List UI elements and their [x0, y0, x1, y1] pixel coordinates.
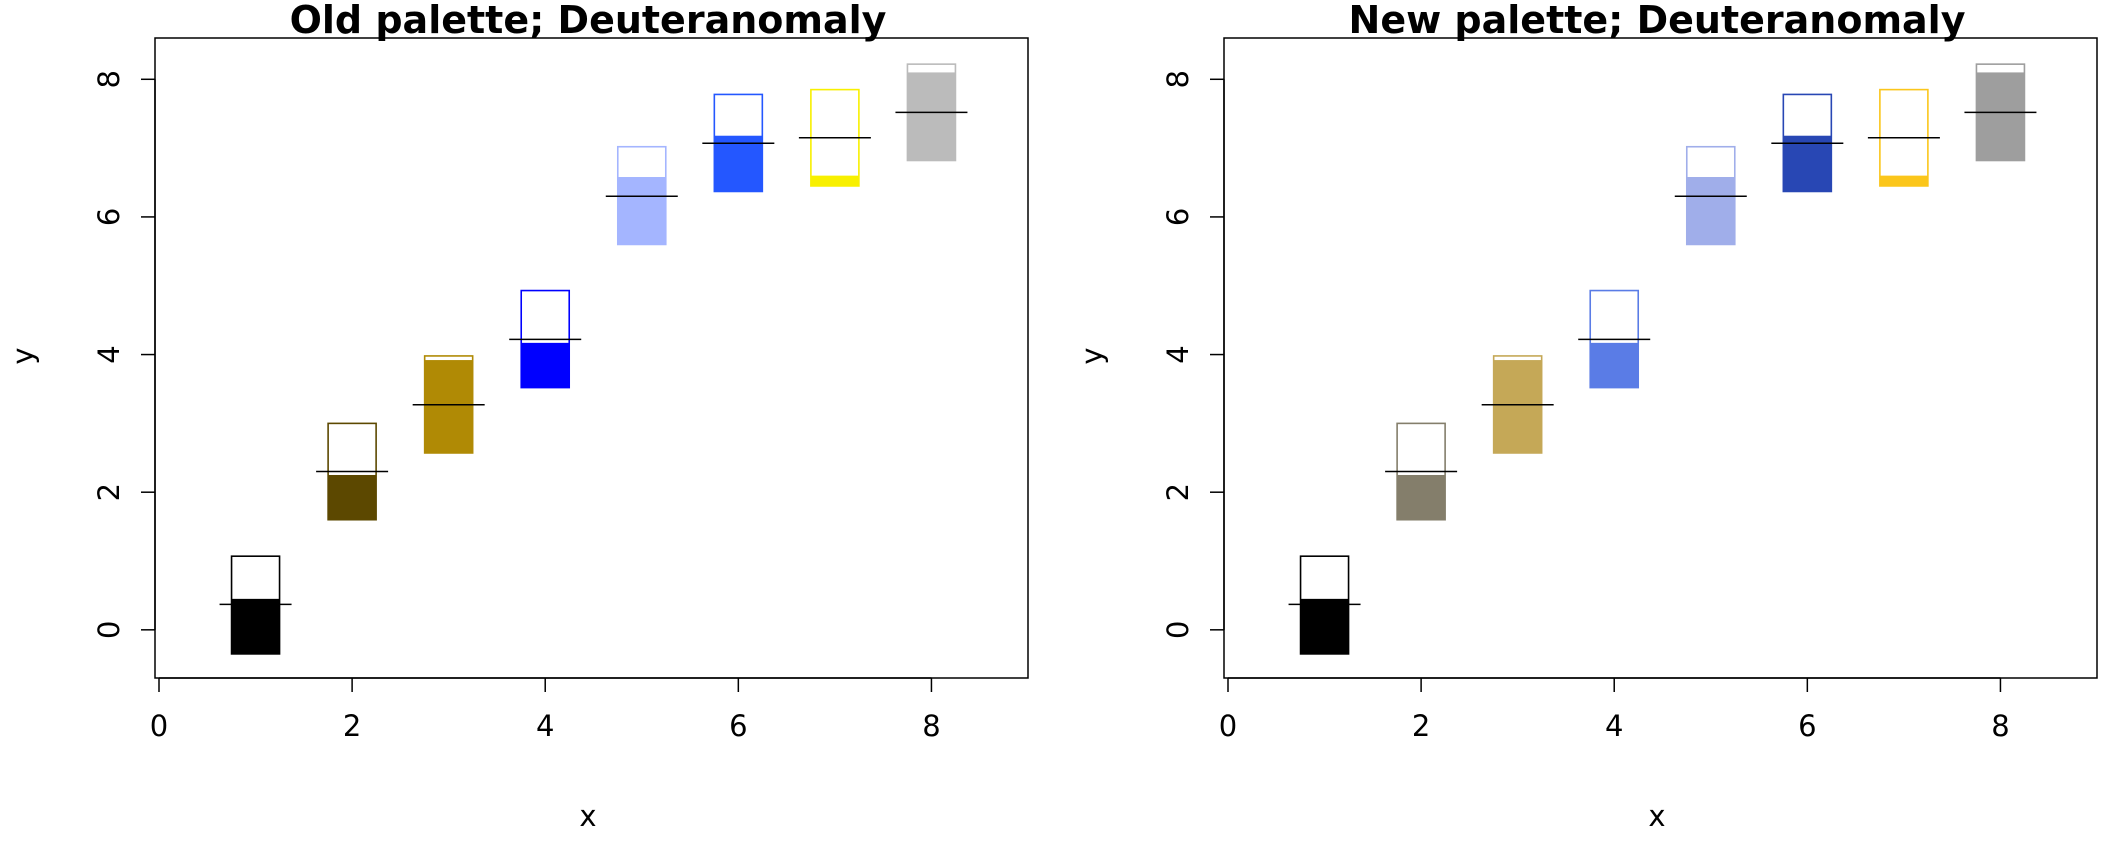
box-fill — [328, 474, 377, 520]
box-fill — [617, 177, 666, 245]
x-tick-label: 2 — [343, 709, 361, 743]
y-tick-label: 0 — [1161, 621, 1195, 639]
box-fill — [1976, 72, 2025, 161]
y-tick-label: 2 — [92, 483, 126, 501]
x-axis-label: x — [1648, 799, 1665, 833]
box-fill — [1397, 474, 1446, 520]
x-tick-label: 4 — [1605, 709, 1623, 743]
y-tick-label: 2 — [1161, 483, 1195, 501]
y-tick-label: 4 — [92, 345, 126, 363]
panel-old-palette: Old palette; Deuteranomaly x y 0 2 4 6 8 0 2 4 6… — [6, 0, 1029, 833]
chart-title: New palette; Deuteranomaly — [1349, 0, 1966, 42]
plot-frame — [1223, 37, 2098, 679]
y-tick-label: 6 — [1161, 208, 1195, 226]
y-tick-label: 8 — [1161, 70, 1195, 88]
box-fill — [1590, 342, 1639, 388]
y-tick-label: 8 — [92, 70, 126, 88]
y-tick-label: 6 — [92, 208, 126, 226]
x-tick-label: 8 — [1991, 709, 2009, 743]
x-tick-label: 6 — [1798, 709, 1816, 743]
box-fill — [1783, 135, 1832, 192]
panel-new-palette: New palette; Deuteranomaly x y 0 2 4 6 8 0 2 4 6… — [1075, 0, 2098, 833]
box-fill — [521, 342, 570, 388]
x-tick-label: 0 — [150, 709, 168, 743]
chart-title: Old palette; Deuteranomaly — [290, 0, 887, 42]
box-fill — [907, 72, 956, 161]
box-fill — [1879, 175, 1928, 186]
x-tick-label: 0 — [1219, 709, 1237, 743]
x-tick-label: 8 — [922, 709, 940, 743]
box-fill — [1300, 598, 1349, 654]
x-tick-label: 2 — [1412, 709, 1430, 743]
x-axis-label: x — [579, 799, 596, 833]
box-fill — [810, 175, 859, 186]
x-tick-label: 6 — [729, 709, 747, 743]
box-fill — [714, 135, 763, 192]
box-fill — [1493, 360, 1542, 453]
box-fill — [424, 360, 473, 453]
box-fill — [1686, 177, 1735, 245]
y-axis-label: y — [6, 347, 40, 364]
y-tick-label: 4 — [1161, 345, 1195, 363]
y-tick-label: 0 — [92, 621, 126, 639]
box-fill — [231, 598, 280, 654]
x-tick-label: 4 — [536, 709, 554, 743]
y-axis-label: y — [1075, 347, 1109, 364]
plot-frame — [154, 37, 1029, 679]
